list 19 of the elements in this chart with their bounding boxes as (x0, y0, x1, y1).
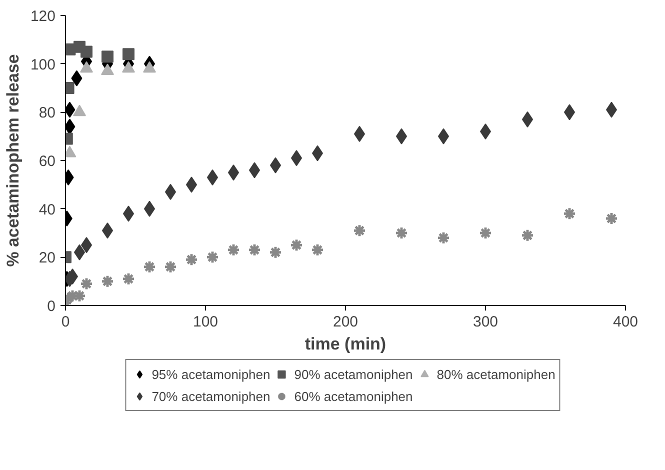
x-axis-title: time (min) (304, 334, 386, 354)
legend-label: 60% acetamoniphen (294, 388, 413, 404)
y-tick-label: 0 (47, 298, 56, 315)
y-tick-label: 60 (38, 153, 56, 170)
x-tick-label: 100 (192, 314, 218, 330)
legend-label: 95% acetamoniphen (152, 366, 270, 382)
legend-label: 90% acetamoniphen (294, 366, 413, 382)
y-tick-label: 40 (38, 201, 56, 218)
legend-label: 70% acetamoniphen (152, 388, 270, 404)
x-tick-label: 0 (61, 314, 70, 330)
y-axis-title: % acetaminophem release (3, 54, 22, 267)
x-tick-label: 300 (472, 314, 498, 330)
y-tick-label: 80 (38, 104, 56, 122)
legend-label: 80% acetamoniphen (436, 366, 556, 382)
y-tick-label: 20 (38, 250, 56, 267)
y-tick-label: 120 (30, 8, 56, 25)
x-tick-label: 400 (612, 314, 638, 330)
y-tick-label: 100 (30, 56, 56, 74)
x-tick-label: 200 (332, 314, 358, 330)
